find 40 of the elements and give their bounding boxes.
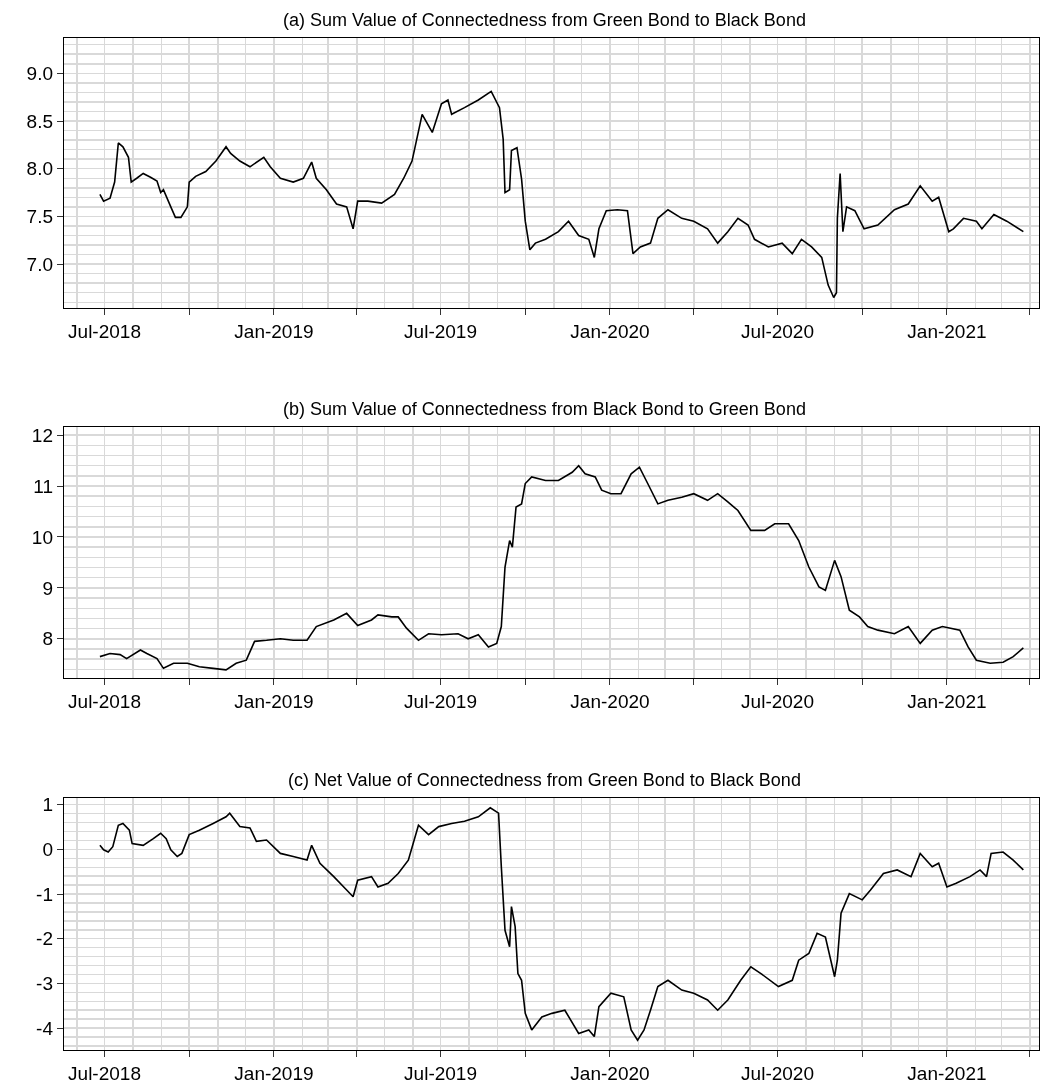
y-tick-label: 8.0 <box>26 158 53 180</box>
x-tick-label: Jul-2020 <box>741 691 814 712</box>
x-tick-label: Jan-2021 <box>907 321 987 342</box>
x-tick-label: Jul-2020 <box>741 1063 814 1082</box>
y-tick-label: -4 <box>36 1017 54 1039</box>
x-tick-label: Jan-2020 <box>570 321 650 342</box>
x-tick-label: Jan-2019 <box>234 1063 314 1082</box>
line-series <box>99 807 1025 1041</box>
x-tick-label: Jul-2018 <box>68 321 141 342</box>
x-tick-label: Jul-2019 <box>404 1063 478 1082</box>
x-tick-label: Jul-2018 <box>68 691 141 712</box>
y-tick-label: 8 <box>42 628 53 650</box>
y-tick-label: 7.5 <box>26 206 53 228</box>
y-tick-label: 10 <box>31 526 53 548</box>
y-tick-label: -2 <box>36 928 53 950</box>
x-tick-label: Jan-2021 <box>907 1063 987 1082</box>
y-tick-label: 8.5 <box>26 110 53 132</box>
y-tick-label: 11 <box>33 475 53 497</box>
x-tick-label: Jul-2020 <box>741 321 814 342</box>
chart-title: (b) Sum Value of Connectedness from Black Bond to Green Bond <box>282 399 806 420</box>
x-tick-label: Jan-2020 <box>570 691 650 712</box>
y-tick-label: 9 <box>42 577 53 599</box>
y-tick-label: -3 <box>36 973 53 995</box>
x-tick-label: Jan-2020 <box>570 1063 650 1082</box>
x-tick-label: Jul-2019 <box>404 691 478 712</box>
y-tick-label: 7.0 <box>26 253 53 275</box>
x-tick-label: Jan-2019 <box>234 321 314 342</box>
y-tick-label: -1 <box>36 883 53 905</box>
y-tick-label: 9.0 <box>26 62 53 84</box>
chart-title: (a) Sum Value of Connectedness from Green Bond to Black Bond <box>282 10 806 31</box>
x-tick-label: Jul-2019 <box>404 321 478 342</box>
x-tick-label: Jan-2019 <box>234 691 314 712</box>
line-series <box>99 90 1025 299</box>
line-series <box>99 464 1025 671</box>
y-tick-label: 0 <box>42 839 53 861</box>
y-tick-label: 1 <box>42 794 53 816</box>
x-tick-label: Jul-2018 <box>68 1063 141 1082</box>
y-tick-label: 12 <box>31 424 53 446</box>
chart-title: (c) Net Value of Connectedness from Green Bond to Black Bond <box>287 770 801 791</box>
x-tick-label: Jan-2021 <box>907 691 987 712</box>
